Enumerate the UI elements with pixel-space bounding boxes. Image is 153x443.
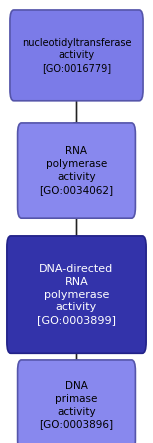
Text: DNA
primase
activity
[GO:0003896]: DNA primase activity [GO:0003896] xyxy=(39,381,114,430)
FancyBboxPatch shape xyxy=(18,360,135,443)
FancyBboxPatch shape xyxy=(7,236,146,354)
Text: nucleotidyltransferase
activity
[GO:0016779]: nucleotidyltransferase activity [GO:0016… xyxy=(22,38,131,73)
FancyBboxPatch shape xyxy=(10,10,143,101)
FancyBboxPatch shape xyxy=(18,123,135,218)
Text: RNA
polymerase
activity
[GO:0034062]: RNA polymerase activity [GO:0034062] xyxy=(39,146,114,195)
Text: DNA-directed
RNA
polymerase
activity
[GO:0003899]: DNA-directed RNA polymerase activity [GO… xyxy=(37,264,116,325)
